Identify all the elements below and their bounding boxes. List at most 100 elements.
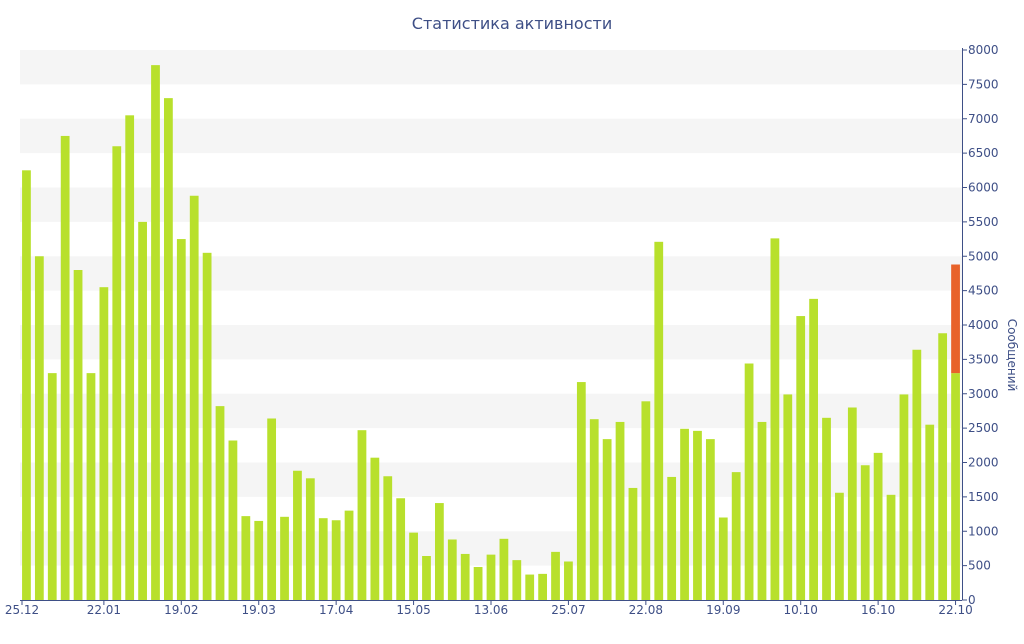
bar (731, 472, 741, 600)
y-tick-label: 6000 (968, 181, 999, 195)
bar (822, 417, 831, 600)
bar (318, 518, 328, 600)
bar (499, 538, 509, 600)
bar (705, 439, 715, 600)
bar (654, 241, 664, 600)
bar (538, 573, 548, 600)
bar (951, 373, 960, 600)
bar (525, 574, 535, 600)
y-tick-label: 3500 (968, 352, 999, 366)
bar (744, 363, 754, 600)
x-tick-label: 15.05 (396, 603, 430, 617)
bar (202, 252, 212, 600)
bar (925, 424, 935, 600)
y-tick-label: 4000 (968, 318, 999, 332)
y-tick-label: 5500 (968, 215, 999, 229)
grid-band (20, 393, 962, 429)
y-tick-label: 2000 (968, 456, 999, 470)
bar (73, 270, 83, 600)
bar (615, 421, 625, 600)
bar (938, 333, 948, 600)
bar (847, 407, 857, 600)
y-tick-label: 6500 (968, 146, 999, 160)
bar (176, 239, 186, 600)
x-tick-label: 19.03 (242, 603, 276, 617)
bar (112, 146, 122, 600)
bar (22, 170, 31, 600)
bar (912, 349, 922, 600)
bar (899, 394, 909, 600)
bar (589, 419, 599, 600)
bar (60, 135, 70, 600)
bar (667, 476, 677, 600)
x-tick-label: 22.01 (87, 603, 121, 617)
bar (460, 553, 470, 600)
x-tick-label: 19.02 (164, 603, 198, 617)
x-tick-label: 25.12 (5, 603, 39, 617)
bar (99, 287, 109, 600)
bar (512, 560, 522, 600)
bar (434, 503, 444, 600)
bar (293, 470, 302, 600)
bar (641, 401, 651, 600)
y-axis-label: Сообщений (1005, 319, 1019, 392)
bar (409, 532, 418, 600)
bar (770, 238, 780, 600)
bar (873, 452, 883, 600)
bar (602, 439, 612, 600)
grid-band (20, 325, 962, 360)
bar (757, 421, 767, 600)
bar (254, 520, 264, 600)
bar (576, 382, 586, 600)
bar (422, 556, 431, 600)
bar (215, 406, 225, 600)
x-tick-label: 22.10 (938, 603, 972, 617)
bar (138, 221, 147, 600)
bar (280, 516, 289, 600)
bar (718, 517, 728, 600)
x-tick-label: 22.08 (629, 603, 663, 617)
grid-band (20, 256, 962, 291)
y-tick-label: 0 (968, 593, 976, 607)
bar (331, 520, 341, 600)
y-tick-label: 4500 (968, 284, 999, 298)
x-tick-label: 19.09 (706, 603, 740, 617)
grid-band (20, 462, 962, 497)
bar (564, 561, 573, 600)
bar (189, 195, 199, 600)
bar (796, 316, 806, 600)
y-tick-label: 1500 (968, 490, 999, 504)
bar (47, 373, 57, 600)
bar (34, 256, 44, 600)
bar (86, 373, 96, 600)
bar (125, 115, 135, 600)
bar-highlight (951, 264, 960, 374)
bar (486, 554, 496, 600)
chart-title: Статистика активности (411, 14, 613, 33)
x-tick-label: 13.06 (474, 603, 508, 617)
bar (551, 551, 560, 600)
y-tick-label: 7000 (968, 112, 999, 126)
bar (383, 476, 393, 600)
bar (835, 492, 844, 600)
y-tick-label: 8000 (968, 43, 999, 57)
bar (396, 498, 406, 600)
bar (228, 440, 238, 600)
y-tick-label: 1000 (968, 524, 999, 538)
x-tick-label: 16.10 (861, 603, 895, 617)
y-tick-label: 7500 (968, 77, 999, 91)
bar (809, 298, 818, 600)
bar (344, 510, 354, 600)
bar (164, 98, 173, 600)
bar (151, 65, 160, 600)
bar (783, 394, 793, 600)
bar (693, 430, 702, 600)
y-tick-label: 500 (968, 559, 991, 573)
x-tick-label: 10.10 (784, 603, 818, 617)
bar (447, 539, 457, 600)
bar (680, 428, 689, 600)
bar (886, 494, 896, 600)
y-tick-label: 5000 (968, 249, 999, 263)
bar (241, 516, 251, 600)
